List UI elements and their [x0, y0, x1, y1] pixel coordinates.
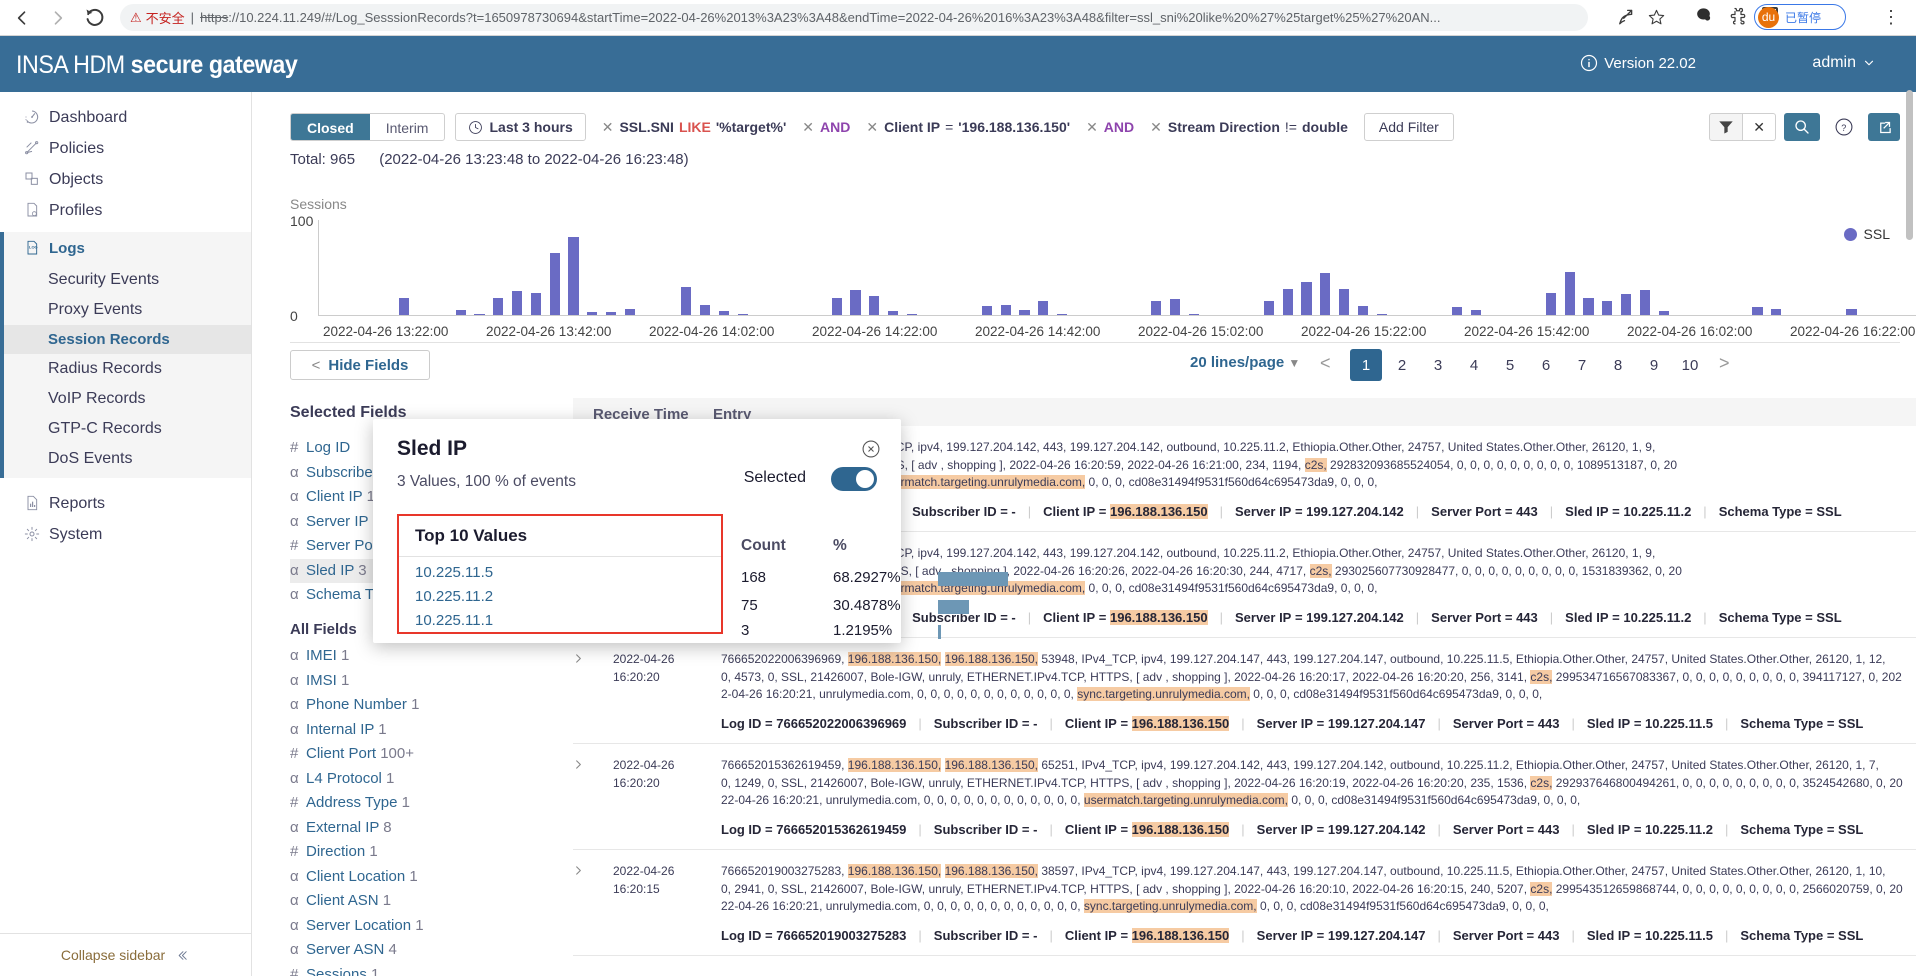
svg-text:LOG: LOG — [29, 245, 38, 250]
svg-text:?: ? — [1841, 123, 1846, 133]
